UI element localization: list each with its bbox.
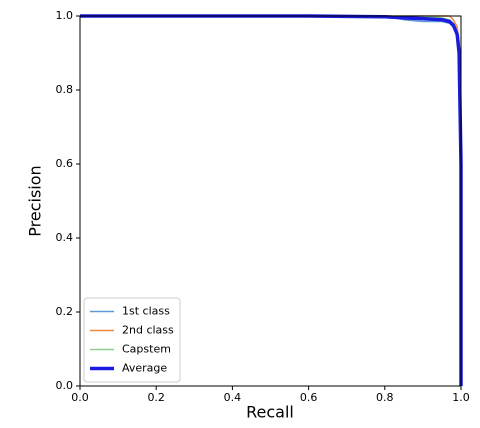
legend-box bbox=[83, 297, 181, 383]
x-tick-label: 1.0 bbox=[452, 391, 470, 404]
y-tick-label: 0.6 bbox=[56, 157, 74, 170]
y-tick-label: 0.2 bbox=[56, 305, 74, 318]
series-line bbox=[80, 14, 463, 386]
y-tick-label: 0.4 bbox=[56, 231, 74, 244]
legend-label: 1st class bbox=[122, 305, 170, 318]
legend-label: 2nd class bbox=[122, 324, 174, 337]
legend-label: Average bbox=[122, 362, 167, 375]
legend-label: Capstem bbox=[122, 343, 171, 356]
x-tick-label: 0.0 bbox=[71, 391, 89, 404]
y-tick-label: 0.8 bbox=[56, 83, 74, 96]
plot-frame bbox=[79, 15, 462, 387]
x-tick-label: 0.2 bbox=[147, 391, 165, 404]
x-axis-title: Recall bbox=[246, 403, 294, 422]
x-tick-label: 0.6 bbox=[300, 391, 318, 404]
y-tick-label: 0.0 bbox=[56, 379, 74, 392]
y-axis-title: Precision bbox=[26, 165, 45, 236]
x-tick-label: 0.8 bbox=[376, 391, 394, 404]
x-tick-label: 0.4 bbox=[224, 391, 242, 404]
y-tick-label: 1.0 bbox=[56, 9, 74, 22]
